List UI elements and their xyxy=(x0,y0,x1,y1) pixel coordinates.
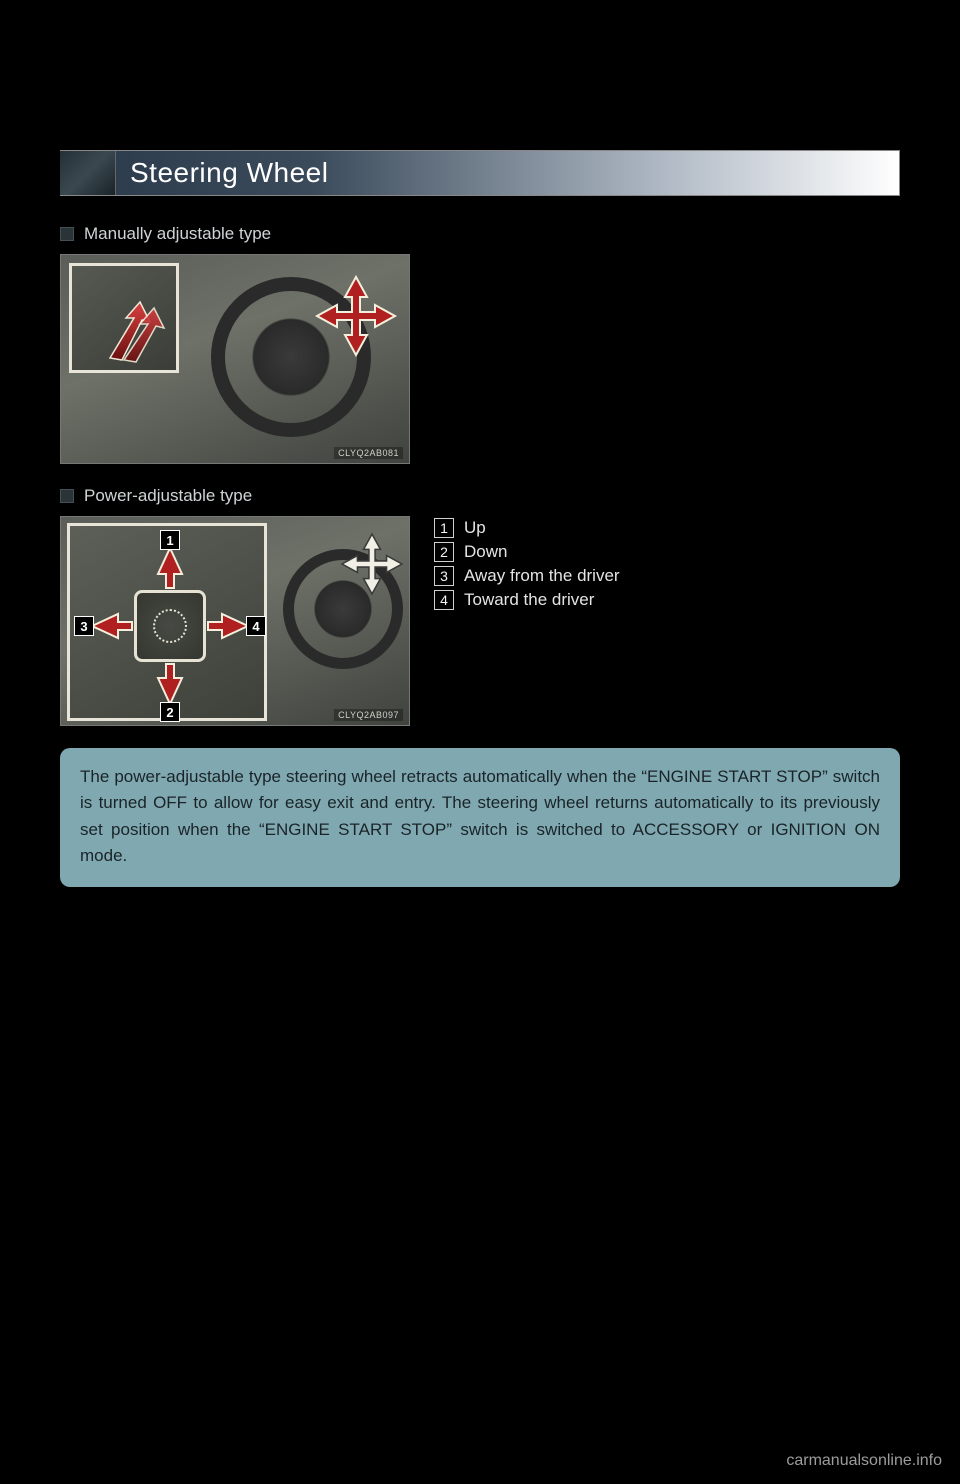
legend-item: 3 Away from the driver xyxy=(434,566,620,586)
section-title: Steering Wheel xyxy=(116,151,328,195)
figure-inset-dpad: 1 2 3 4 xyxy=(67,523,267,721)
subsection-manual-label: Manually adjustable type xyxy=(84,224,271,244)
cross-arrows-white-icon xyxy=(339,531,405,597)
dpad-arrows-icon xyxy=(70,526,270,724)
note-box: The power-adjustable type steering wheel… xyxy=(60,748,900,887)
subsection-manual-row: Manually adjustable type xyxy=(60,224,900,244)
callout-2: 2 xyxy=(160,702,180,722)
legend-item: 1 Up xyxy=(434,518,620,538)
legend-number-box: 3 xyxy=(434,566,454,586)
subsection-power-label: Power-adjustable type xyxy=(84,486,252,506)
figure-row-manual: CLYQ2AB081 xyxy=(60,254,900,464)
cross-arrows-icon xyxy=(313,273,399,359)
lever-arrows-icon xyxy=(100,300,170,369)
legend-text: Down xyxy=(464,542,507,562)
legend-text: Away from the driver xyxy=(464,566,620,586)
callout-4: 4 xyxy=(246,616,266,636)
subsection-power-row: Power-adjustable type xyxy=(60,486,900,506)
callout-1: 1 xyxy=(160,530,180,550)
watermark-text: carmanualsonline.info xyxy=(786,1452,942,1470)
bullet-square-icon xyxy=(60,489,74,503)
legend-number-box: 1 xyxy=(434,518,454,538)
bullet-square-icon xyxy=(60,227,74,241)
legend-item: 4 Toward the driver xyxy=(434,590,620,610)
callout-3: 3 xyxy=(74,616,94,636)
section-header: Steering Wheel xyxy=(60,150,900,196)
legend-number-box: 2 xyxy=(434,542,454,562)
figure-row-power: 1 2 3 4 CLYQ2AB097 1 Up 2 xyxy=(60,516,900,726)
figure-power: 1 2 3 4 CLYQ2AB097 xyxy=(60,516,410,726)
figure-inset-lever xyxy=(69,263,179,373)
legend-text: Toward the driver xyxy=(464,590,594,610)
legend-number-box: 4 xyxy=(434,590,454,610)
figure-code-power: CLYQ2AB097 xyxy=(334,709,403,721)
legend-column: 1 Up 2 Down 3 Away from the driver 4 Tow… xyxy=(434,516,620,726)
figure-manual: CLYQ2AB081 xyxy=(60,254,410,464)
legend-text: Up xyxy=(464,518,486,538)
legend-item: 2 Down xyxy=(434,542,620,562)
section-thumbnail xyxy=(60,151,116,195)
figure-code-manual: CLYQ2AB081 xyxy=(334,447,403,459)
